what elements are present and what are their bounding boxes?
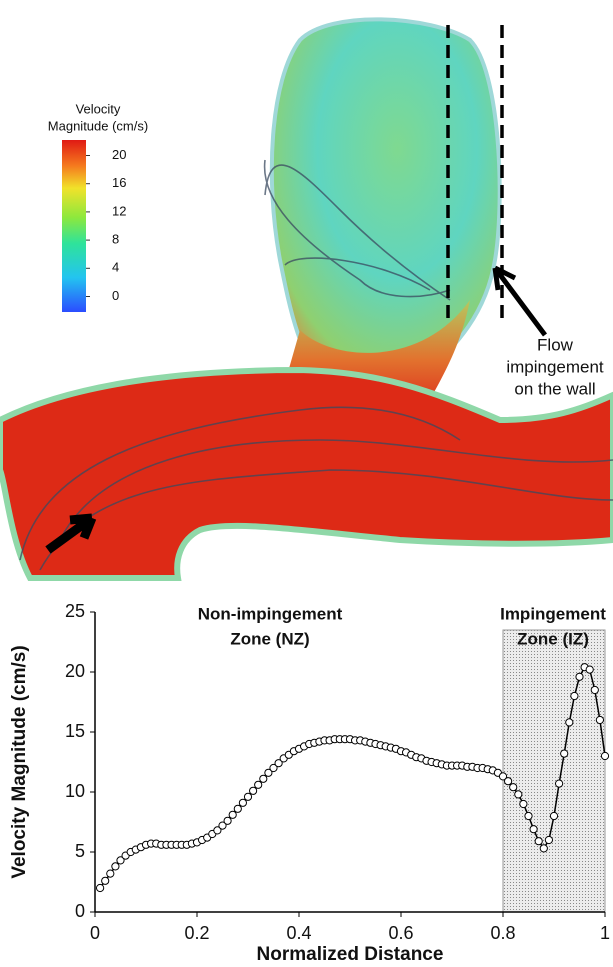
colorbar-tick-label: 8	[112, 232, 119, 247]
colorbar-title: Magnitude (cm/s)	[48, 118, 148, 133]
x-tick-label: 0.2	[184, 923, 209, 943]
annotation: Flow	[537, 335, 574, 354]
data-point	[264, 768, 273, 777]
y-tick-label: 15	[65, 721, 85, 741]
data-point	[519, 799, 528, 809]
y-tick-label: 25	[65, 601, 85, 621]
flow-visualization: Flow impingement on the wall Velocity Ma…	[0, 17, 613, 581]
colorbar-tick-label: 20	[112, 147, 126, 162]
data-point	[565, 718, 574, 727]
data-point	[549, 811, 559, 821]
y-tick-label: 20	[65, 661, 85, 681]
parent-vessel	[0, 366, 613, 581]
data-point	[111, 862, 120, 871]
data-point	[254, 780, 263, 789]
data-point	[595, 715, 605, 725]
data-point	[218, 821, 227, 830]
data-point	[590, 685, 599, 695]
data-point	[544, 835, 554, 845]
data-point	[274, 759, 283, 768]
data-point	[509, 783, 518, 792]
x-tick-label: 0	[90, 923, 100, 943]
x-tick-label: 1	[600, 923, 610, 943]
data-point	[96, 883, 105, 893]
aneurysm-dome	[269, 17, 502, 393]
annotation: impingement	[506, 357, 604, 376]
x-tick-label: 0.6	[388, 923, 413, 943]
colorbar	[62, 140, 86, 312]
colorbar-tick-label: 0	[112, 288, 119, 303]
data-point	[498, 772, 508, 781]
data-point	[106, 869, 115, 878]
arrow	[492, 265, 548, 337]
data-point	[238, 798, 247, 807]
streamlines	[19, 159, 613, 571]
data-point	[514, 790, 523, 799]
zone-annotation: Non-impingement	[198, 604, 343, 623]
colorbar-tick-label: 12	[112, 203, 126, 218]
data-point	[539, 844, 548, 853]
zone-label: Zone (IZ)	[517, 629, 589, 648]
data-point	[570, 691, 579, 701]
data-point	[555, 779, 564, 788]
zone-label: Impingement	[500, 604, 606, 623]
data-point	[116, 856, 125, 865]
y-tick-label: 5	[75, 841, 85, 861]
x-axis-label: Normalized Distance	[257, 944, 444, 965]
data-point	[524, 811, 533, 821]
data-point	[243, 792, 253, 801]
arrow	[45, 513, 97, 554]
y-axis-label: Velocity Magnitude (cm/s)	[9, 645, 30, 878]
data-point	[534, 837, 543, 846]
colorbar-title: Velocity	[76, 101, 121, 116]
data-point	[259, 774, 268, 783]
data-point	[529, 825, 538, 834]
x-tick-label: 0.4	[286, 923, 311, 943]
data-point	[560, 749, 569, 758]
data-point	[575, 672, 584, 681]
data-point	[249, 786, 258, 795]
y-tick-label: 0	[75, 901, 85, 921]
data-point	[269, 763, 278, 773]
zone-annotation: Zone (NZ)	[230, 629, 309, 648]
data-point	[223, 816, 232, 825]
y-tick-label: 10	[65, 781, 85, 801]
data-point	[504, 777, 513, 786]
data-point	[585, 665, 594, 674]
data-point	[600, 751, 610, 761]
data-point	[233, 804, 242, 813]
data-point	[101, 876, 110, 885]
colorbar-tick-label: 4	[112, 260, 119, 275]
colorbar-tick-label: 16	[112, 175, 126, 190]
data-point	[228, 810, 237, 819]
data-point	[213, 826, 222, 835]
x-tick-label: 0.8	[490, 923, 515, 943]
annotation: on the wall	[514, 379, 595, 398]
